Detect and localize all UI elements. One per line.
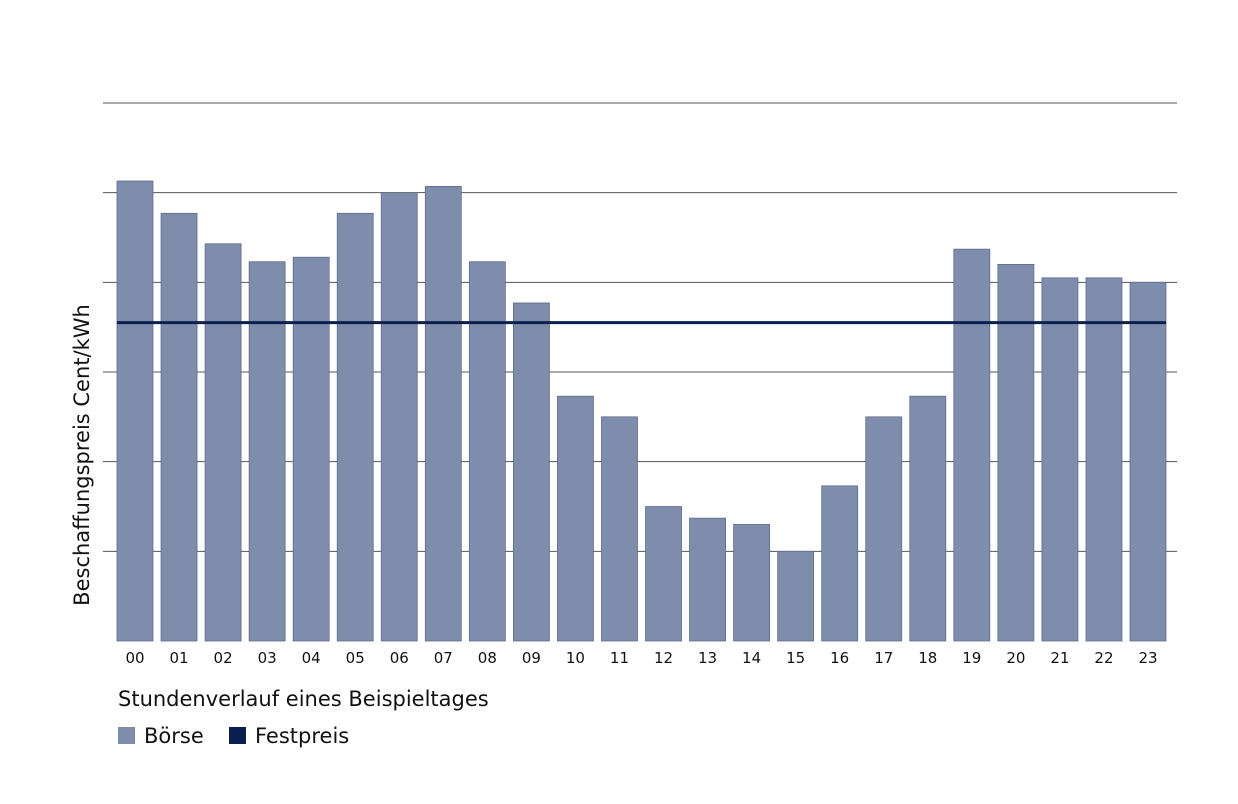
x-tick-labels: 00 01 02 03 04 05 06 07 08 09 10 11 12 13 14 15 16 17 18 19…	[125, 649, 1157, 667]
x-tick-label: 02	[214, 649, 233, 667]
bar-10	[557, 395, 594, 642]
legend-swatch-boerse	[118, 727, 135, 744]
bar-11	[601, 416, 638, 642]
bar-06	[380, 192, 418, 642]
bar-05	[336, 212, 374, 642]
bar-16	[821, 485, 859, 642]
x-tick-label: 17	[874, 649, 893, 667]
x-tick-label: 23	[1138, 649, 1157, 667]
y-axis-label: Beschaffungspreis Cent/kWh	[70, 304, 94, 606]
legend: Börse Festpreis	[118, 724, 349, 748]
bar-23	[1129, 281, 1167, 642]
bar-20	[997, 263, 1035, 642]
bar-12	[645, 506, 682, 642]
x-tick-label: 08	[478, 649, 497, 667]
bar-03	[248, 261, 286, 642]
x-tick-label: 13	[698, 649, 717, 667]
legend-label-boerse: Börse	[144, 724, 204, 748]
bar-00	[116, 180, 154, 642]
x-tick-label: 22	[1094, 649, 1113, 667]
x-tick-label: 05	[346, 649, 365, 667]
bar-14	[733, 524, 771, 642]
bar-15	[777, 550, 815, 642]
bar-21	[1041, 277, 1079, 642]
x-tick-label: 07	[434, 649, 453, 667]
x-tick-label: 20	[1006, 649, 1025, 667]
bar-04	[292, 256, 330, 642]
x-tick-label: 12	[654, 649, 673, 667]
x-tick-label: 19	[962, 649, 981, 667]
x-tick-label: 15	[786, 649, 805, 667]
bar-08	[468, 261, 506, 642]
x-tick-label: 21	[1050, 649, 1069, 667]
bar-19	[953, 248, 991, 642]
bar-22	[1085, 277, 1123, 642]
x-tick-label: 11	[610, 649, 629, 667]
x-tick-label: 18	[918, 649, 937, 667]
bar-09	[512, 302, 550, 642]
x-tick-label: 16	[830, 649, 849, 667]
x-tick-label: 10	[566, 649, 585, 667]
legend-label-festpreis: Festpreis	[255, 724, 349, 748]
bars	[116, 180, 1167, 642]
bar-07	[424, 185, 462, 642]
bar-02	[204, 243, 242, 642]
x-tick-label: 03	[258, 649, 277, 667]
bar-01	[160, 212, 198, 642]
x-tick-label: 06	[390, 649, 409, 667]
x-tick-label: 14	[742, 649, 761, 667]
bar-13	[689, 517, 726, 642]
x-tick-label: 04	[302, 649, 321, 667]
bar-18	[909, 395, 947, 642]
legend-swatch-festpreis	[229, 727, 246, 744]
x-axis-label: Stundenverlauf eines Beispieltages	[118, 687, 489, 711]
x-tick-label: 01	[169, 649, 188, 667]
bar-17	[865, 416, 903, 642]
x-tick-label: 09	[522, 649, 541, 667]
x-tick-label: 00	[125, 649, 144, 667]
